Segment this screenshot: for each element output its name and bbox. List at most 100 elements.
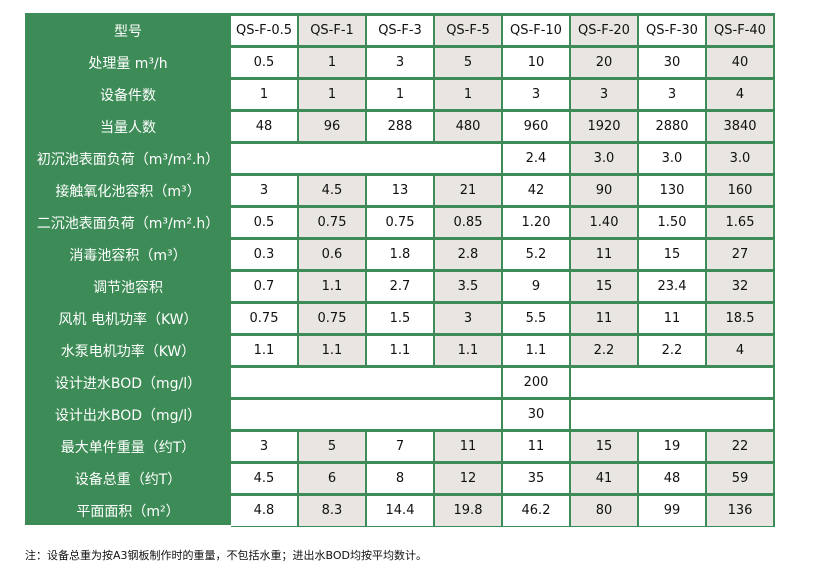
table-row: 风机 电机功率（KW） 0.75 0.75 1.5 3 5.5 11 11 18.5 xyxy=(25,301,775,336)
table-row: 水泵电机功率（KW） 1.1 1.1 1.1 1.1 1.1 2.2 2.2 4 xyxy=(25,333,775,368)
value-cell: 5 xyxy=(297,429,367,463)
model-header: QS-F-5 xyxy=(433,13,503,47)
value-cell: 0.75 xyxy=(297,205,367,239)
value-cell: 5 xyxy=(433,45,503,79)
table-row: 接触氧化池容积（m³） 3 4.5 13 21 42 90 130 160 xyxy=(25,173,775,208)
value-cell: 0.7 xyxy=(229,269,299,303)
value-cell: 2.4 xyxy=(501,141,571,175)
row-label: 处理量 m³/h xyxy=(25,45,231,80)
value-cell: 3.0 xyxy=(569,141,639,175)
value-cell: 3 xyxy=(365,45,435,79)
value-cell: 2.8 xyxy=(433,237,503,271)
value-cell: 1.65 xyxy=(705,205,775,239)
value-cell: 3 xyxy=(433,301,503,335)
value-cell: 4.5 xyxy=(297,173,367,207)
value-cell: 48 xyxy=(229,109,299,143)
row-label: 平面面积（m²） xyxy=(25,493,231,527)
value-cell: 27 xyxy=(705,237,775,271)
value-cell: 3.0 xyxy=(637,141,707,175)
model-header: QS-F-30 xyxy=(637,13,707,47)
header-row: 型号 QS-F-0.5 QS-F-1 QS-F-3 QS-F-5 QS-F-10 QS-F-… xyxy=(25,13,775,48)
row-label: 初沉池表面负荷（m³/m².h） xyxy=(25,141,231,176)
value-cell: 3 xyxy=(501,77,571,111)
value-cell: 46.2 xyxy=(501,493,571,527)
row-label: 调节池容积 xyxy=(25,269,231,304)
table-row: 当量人数 48 96 288 480 960 1920 2880 3840 xyxy=(25,109,775,144)
value-cell: 12 xyxy=(433,461,503,495)
value-cell: 0.75 xyxy=(229,301,299,335)
row-label: 设备总重（约T） xyxy=(25,461,231,496)
row-label: 最大单件重量（约T） xyxy=(25,429,231,464)
value-cell: 0.3 xyxy=(229,237,299,271)
value-cell: 21 xyxy=(433,173,503,207)
value-cell: 1.8 xyxy=(365,237,435,271)
row-label: 设计出水BOD（mg/l） xyxy=(25,397,231,432)
table-row: 调节池容积 0.7 1.1 2.7 3.5 9 15 23.4 32 xyxy=(25,269,775,304)
value-cell: 99 xyxy=(637,493,707,527)
footnote: 注：设备总重为按A3钢板制作时的重量，不包括水重；进出水BOD均按平均数计。 xyxy=(25,549,428,562)
model-header: QS-F-0.5 xyxy=(229,13,299,47)
value-cell: 1 xyxy=(229,77,299,111)
value-cell: 3 xyxy=(637,77,707,111)
value-cell: 1.1 xyxy=(501,333,571,367)
value-cell: 1 xyxy=(365,77,435,111)
value-cell: 480 xyxy=(433,109,503,143)
table-row: 处理量 m³/h 0.5 1 3 5 10 20 30 40 xyxy=(25,45,775,80)
value-cell: 9 xyxy=(501,269,571,303)
value-cell: 8 xyxy=(365,461,435,495)
value-cell: 4.8 xyxy=(229,493,299,527)
model-header: QS-F-1 xyxy=(297,13,367,47)
empty-cell xyxy=(229,365,503,399)
value-cell: 30 xyxy=(501,397,571,431)
table-row: 最大单件重量（约T） 3 5 7 11 11 15 19 22 xyxy=(25,429,775,464)
value-cell: 4.5 xyxy=(229,461,299,495)
value-cell: 15 xyxy=(569,429,639,463)
table-row: 设计进水BOD（mg/l） 200 xyxy=(25,365,775,400)
value-cell: 2.2 xyxy=(569,333,639,367)
value-cell: 10 xyxy=(501,45,571,79)
table-row: 设计出水BOD（mg/l） 30 xyxy=(25,397,775,432)
value-cell: 1.20 xyxy=(501,205,571,239)
header-label: 型号 xyxy=(25,13,231,48)
value-cell: 1.1 xyxy=(297,333,367,367)
table-row: 设备件数 1 1 1 1 3 3 3 4 xyxy=(25,77,775,112)
value-cell: 160 xyxy=(705,173,775,207)
empty-cell xyxy=(229,141,503,175)
table-row: 消毒池容积（m³） 0.3 0.6 1.8 2.8 5.2 11 15 27 xyxy=(25,237,775,272)
value-cell: 1.1 xyxy=(433,333,503,367)
row-label: 设计进水BOD（mg/l） xyxy=(25,365,231,400)
value-cell: 22 xyxy=(705,429,775,463)
model-header: QS-F-10 xyxy=(501,13,571,47)
model-header: QS-F-3 xyxy=(365,13,435,47)
row-label: 接触氧化池容积（m³） xyxy=(25,173,231,208)
empty-cell xyxy=(569,365,775,399)
value-cell: 15 xyxy=(637,237,707,271)
value-cell: 3 xyxy=(229,429,299,463)
value-cell: 1.1 xyxy=(229,333,299,367)
value-cell: 0.75 xyxy=(297,301,367,335)
row-label: 消毒池容积（m³） xyxy=(25,237,231,272)
value-cell: 0.5 xyxy=(229,205,299,239)
table-row: 设备总重（约T） 4.5 6 8 12 35 41 48 59 xyxy=(25,461,775,496)
spec-table: 型号 QS-F-0.5 QS-F-1 QS-F-3 QS-F-5 QS-F-10 QS-F-… xyxy=(25,13,775,527)
value-cell: 3 xyxy=(229,173,299,207)
value-cell: 1.1 xyxy=(365,333,435,367)
table-row: 二沉池表面负荷（m³/m².h） 0.5 0.75 0.75 0.85 1.20 1.40 1… xyxy=(25,205,775,240)
value-cell: 15 xyxy=(569,269,639,303)
value-cell: 1.1 xyxy=(297,269,367,303)
value-cell: 42 xyxy=(501,173,571,207)
value-cell: 2.7 xyxy=(365,269,435,303)
table-row: 初沉池表面负荷（m³/m².h） 2.4 3.0 3.0 3.0 xyxy=(25,141,775,176)
value-cell: 2.2 xyxy=(637,333,707,367)
value-cell: 8.3 xyxy=(297,493,367,527)
value-cell: 288 xyxy=(365,109,435,143)
value-cell: 1.40 xyxy=(569,205,639,239)
table-row: 平面面积（m²） 4.8 8.3 14.4 19.8 46.2 80 99 136 xyxy=(25,493,775,527)
value-cell: 3.5 xyxy=(433,269,503,303)
value-cell: 23.4 xyxy=(637,269,707,303)
value-cell: 1 xyxy=(297,45,367,79)
value-cell: 0.5 xyxy=(229,45,299,79)
value-cell: 3 xyxy=(569,77,639,111)
value-cell: 18.5 xyxy=(705,301,775,335)
value-cell: 40 xyxy=(705,45,775,79)
